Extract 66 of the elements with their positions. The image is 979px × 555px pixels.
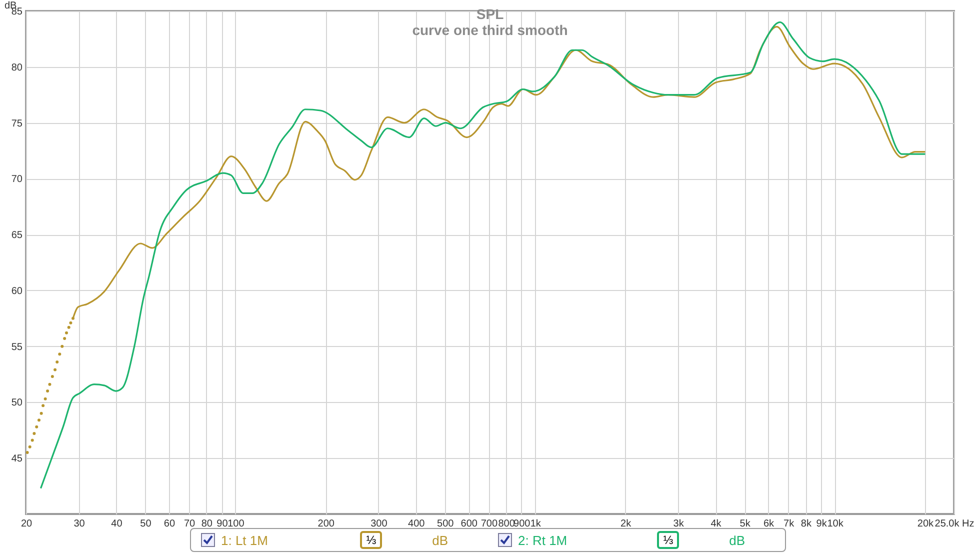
- x-tick-label: 100: [228, 518, 245, 530]
- point: [56, 360, 59, 364]
- point: [64, 331, 68, 334]
- x-tick-label: 5k: [740, 518, 752, 530]
- point: [54, 368, 57, 372]
- point: [46, 390, 50, 393]
- x-tick-label: 2k: [620, 518, 632, 530]
- text: curve one third smooth: [412, 22, 568, 38]
- x-tick-label: 200: [318, 518, 335, 530]
- point: [26, 451, 29, 454]
- x-tick-label: 800: [498, 518, 516, 530]
- x-tick-label: 80: [201, 518, 213, 530]
- x-tick-label: 10k: [827, 518, 844, 530]
- x-tick-label: 400: [408, 518, 426, 530]
- x-tick-label: 20k: [917, 518, 935, 530]
- x-tick-label: 3k: [673, 518, 685, 530]
- point: [60, 344, 64, 348]
- point: [44, 397, 47, 400]
- x-tick-label: 8k: [800, 518, 812, 530]
- point: [37, 418, 40, 422]
- x-tick-label: 70: [184, 518, 196, 530]
- x-tick-label: 20: [20, 518, 32, 530]
- text: dB: [432, 532, 448, 548]
- y-tick-label: 55: [11, 342, 23, 353]
- y-tick-label: 75: [11, 118, 23, 130]
- x-tick-label: 50: [140, 518, 152, 530]
- x-tick-label: 90: [216, 518, 228, 530]
- point: [58, 352, 62, 356]
- x-tick-label: 700: [480, 518, 498, 530]
- x-tick-label: 40: [111, 518, 123, 530]
- point: [67, 326, 70, 329]
- y-tick-label: 50: [11, 398, 23, 409]
- text: 1: Lt 1M: [221, 532, 268, 548]
- y-tick-label: 70: [11, 174, 23, 186]
- point: [50, 375, 54, 378]
- text: 2: Rt 1M: [518, 532, 568, 548]
- point: [40, 412, 43, 415]
- text: dB: [729, 532, 745, 548]
- x-tick-label: 300: [370, 518, 388, 530]
- point: [30, 438, 34, 442]
- y-tick-label: 65: [11, 230, 23, 242]
- x-tick-label: 1k: [530, 518, 542, 530]
- point: [63, 337, 66, 340]
- x-tick-label: 9k: [816, 518, 828, 530]
- point: [35, 425, 38, 428]
- x-tick-label: 25.0k Hz: [934, 518, 974, 530]
- x-tick-label: 6k: [763, 518, 776, 530]
- point: [42, 404, 45, 408]
- y-tick-label: 60: [11, 286, 23, 297]
- x-tick-label: 600: [460, 518, 478, 530]
- x-tick-label: 7k: [784, 518, 796, 530]
- point: [28, 445, 32, 448]
- text: ⅓: [657, 531, 680, 549]
- x-tick-label: 60: [164, 518, 176, 530]
- point: [69, 321, 72, 324]
- text: ⅓: [360, 531, 382, 549]
- y-tick-label: 80: [11, 62, 23, 74]
- x-tick-label: 30: [74, 518, 86, 530]
- point: [48, 382, 52, 386]
- x-tick-label: 900: [514, 518, 531, 530]
- x-tick-label: 500: [437, 518, 454, 530]
- x-tick-label: 4k: [710, 518, 722, 530]
- y-tick-label: 85: [11, 6, 23, 18]
- y-tick-label: 45: [11, 454, 23, 465]
- chart-title: SPL: [476, 6, 504, 22]
- point: [32, 432, 36, 436]
